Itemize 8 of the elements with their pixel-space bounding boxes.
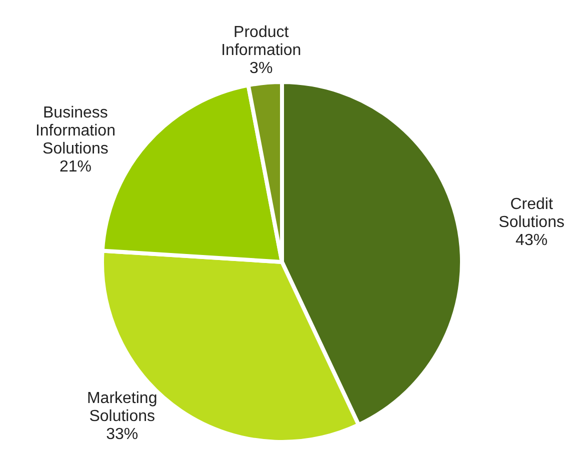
data-label: 43% [516, 232, 548, 249]
data-label: 21% [59, 158, 92, 176]
data-label: 3% [250, 60, 273, 78]
slice-label: Marketing Solutions [86, 390, 158, 426]
slice-label: Product Information [221, 24, 302, 60]
slice-label: Business Information Solutions [35, 104, 116, 158]
slice-label: Credit Solutions [498, 196, 564, 231]
data-label: 33% [106, 426, 138, 444]
